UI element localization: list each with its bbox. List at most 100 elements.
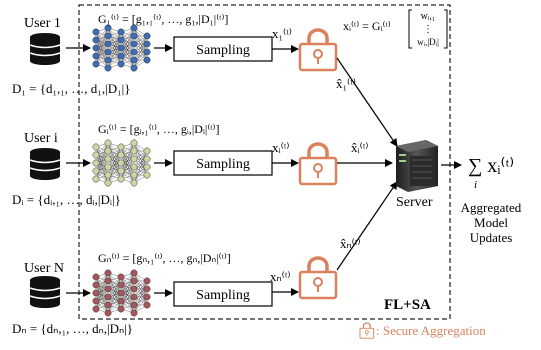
neuron: [130, 293, 138, 301]
neuron: [92, 143, 100, 151]
neuron: [92, 273, 100, 281]
user-row-1: User 1 G₁⁽ᵗ⁾ = [g₁,₁⁽ᵗ⁾, …, g₁,|D₁|⁽ᵗ⁾] …: [12, 9, 448, 96]
neuron: [92, 44, 100, 52]
neuron: [130, 48, 138, 56]
neuron: [104, 139, 112, 147]
neuron: [143, 163, 151, 171]
sum-index: i: [474, 179, 477, 191]
neuron: [130, 155, 138, 163]
neuron: [117, 289, 125, 297]
neuron: [104, 277, 112, 285]
neuron: [143, 285, 151, 293]
neuron: [143, 40, 151, 48]
neuron: [117, 44, 125, 52]
neuron: [130, 277, 138, 285]
neuron: [104, 24, 112, 32]
lock-icon: [298, 256, 338, 300]
generator-label: Gₙ⁽ᵗ⁾ = [gₙ,₁⁽ᵗ⁾, …, gₙ,|Dₙ|⁽ᵗ⁾]: [98, 251, 231, 265]
neuron: [130, 147, 138, 155]
neuron: [130, 64, 138, 72]
neuron: [92, 28, 100, 36]
neuron: [104, 155, 112, 163]
sampling-label: Sampling: [196, 288, 250, 303]
neuron: [92, 281, 100, 289]
vector-bottom: wᵢ,|Dᵢ|: [417, 37, 439, 47]
vector-bracket-left: [408, 9, 412, 49]
neuron: [117, 151, 125, 159]
sampling-label: Sampling: [196, 157, 250, 172]
x-label: x₁⁽ᵗ⁾: [272, 26, 292, 41]
lockn-to-server-arrow: [336, 181, 398, 271]
neuron: [117, 297, 125, 305]
neuron: [130, 301, 138, 309]
server-icon: [396, 140, 438, 192]
neuron: [104, 40, 112, 48]
neuron: [104, 32, 112, 40]
neuron: [130, 171, 138, 179]
neuron: [117, 167, 125, 175]
server-label: Server: [396, 195, 433, 210]
legend-lock-icon: [359, 322, 375, 339]
neuron: [104, 269, 112, 277]
neuron: [130, 56, 138, 64]
dataset-label: D₁ = {d₁,₁, …, d₁,|D₁|}: [12, 81, 130, 96]
xhat-label: x̂ᵢ⁽ᵗ⁾: [351, 140, 369, 155]
lock1-to-server-arrow: [336, 57, 398, 147]
database-icon: [29, 33, 61, 65]
sum-label: ∑ xᵢ⁽ᵗ⁾: [468, 155, 514, 177]
neuron: [117, 159, 125, 167]
user-row-n: User N Gₙ⁽ᵗ⁾ = [gₙ,₁⁽ᵗ⁾, …, gₙ,|Dₙ|⁽ᵗ⁾] …: [12, 236, 361, 336]
vector-top: wᵢ,₁: [421, 11, 436, 22]
neuron: [143, 277, 151, 285]
neuron: [130, 269, 138, 277]
neuron: [130, 24, 138, 32]
neuron: [104, 309, 112, 317]
legend-label: : Secure Aggregation: [376, 323, 486, 338]
neuron: [92, 167, 100, 175]
neuron: [104, 64, 112, 72]
database-icon: [29, 148, 61, 180]
sampling-box: [173, 150, 273, 176]
neuron: [104, 48, 112, 56]
neuron: [117, 143, 125, 151]
neuron: [92, 305, 100, 313]
neuron: [92, 159, 100, 167]
neuron: [117, 36, 125, 44]
xhat-label: x̂₁⁽ᵗ⁾: [336, 76, 356, 91]
dataset-label: Dₙ = {dₙ,₁, …, dₙ,|Dₙ|}: [12, 321, 133, 336]
sampling-box: [173, 36, 273, 62]
neuron: [117, 273, 125, 281]
vector-mid: ⋮: [423, 24, 433, 35]
user-row-i: User i Gᵢ⁽ᵗ⁾ = [gᵢ,₁⁽ᵗ⁾, …, gᵢ,|Dᵢ|⁽ᵗ⁾] …: [12, 122, 369, 207]
neuron: [117, 52, 125, 60]
neuron: [92, 36, 100, 44]
neuron: [143, 171, 151, 179]
generator-label: G₁⁽ᵗ⁾ = [g₁,₁⁽ᵗ⁾, …, g₁,|D₁|⁽ᵗ⁾]: [98, 12, 228, 26]
neuron: [130, 179, 138, 187]
neural-net-icon: [92, 269, 151, 317]
neuron: [130, 32, 138, 40]
dataset-label: Dᵢ = {dᵢ,₁, …, dᵢ,|Dᵢ|}: [12, 192, 121, 207]
xhat-label: x̂ₙ⁽ᵗ⁾: [340, 236, 361, 251]
neuron: [130, 285, 138, 293]
neural-net-icon: [92, 139, 151, 187]
neuron: [117, 60, 125, 68]
aggregated-line-1: Aggregated: [461, 200, 522, 215]
x-label: xₙ⁽ᵗ⁾: [270, 269, 291, 284]
neuron: [104, 147, 112, 155]
neuron: [92, 60, 100, 68]
fl-sa-frame: [78, 4, 451, 320]
sampling-box: [173, 281, 273, 307]
lock-icon: [298, 142, 338, 186]
neuron: [104, 293, 112, 301]
vector-bracket-right: [444, 9, 448, 49]
neuron: [143, 293, 151, 301]
aggregated-line-2: Model: [474, 215, 508, 230]
neuron: [104, 301, 112, 309]
neuron: [92, 297, 100, 305]
neuron: [130, 309, 138, 317]
neuron: [117, 28, 125, 36]
neuron: [143, 147, 151, 155]
neuron: [130, 40, 138, 48]
